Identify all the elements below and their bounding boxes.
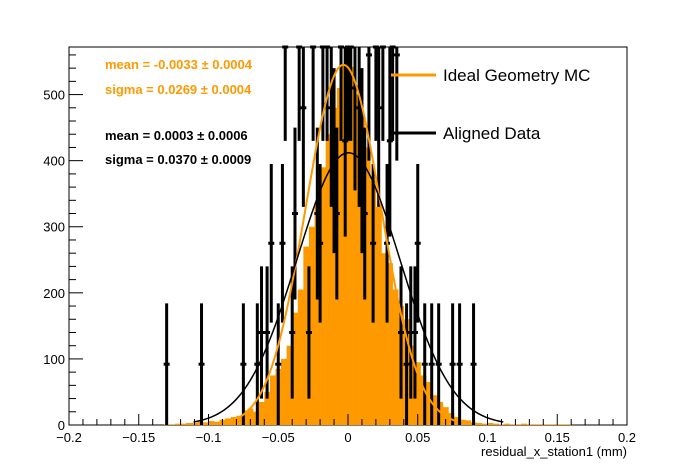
mc-bar — [314, 203, 321, 425]
mc-bar — [409, 345, 416, 425]
y-tick-label: 400 — [43, 154, 65, 169]
x-tick-label: −0.2 — [56, 430, 82, 445]
mc-bar — [186, 423, 193, 425]
mc-bar — [426, 382, 432, 425]
x-tick-label: −0.05 — [262, 430, 295, 445]
mc-bar — [214, 421, 220, 425]
x-tick-label: 0.05 — [405, 430, 430, 445]
mc-bar — [180, 423, 187, 425]
mc-bar — [364, 147, 371, 425]
mc-bar — [381, 253, 388, 425]
y-tick-label: 200 — [43, 286, 65, 301]
y-axis: 0 100 200 300 400 500 — [43, 54, 83, 433]
mc-bar — [454, 417, 460, 425]
mc-bar — [375, 206, 382, 425]
mc-bar — [169, 424, 176, 425]
mc-bar — [336, 87, 343, 425]
fit-curves — [193, 63, 504, 423]
mc-bar — [465, 420, 472, 425]
y-tick-label: 300 — [43, 220, 65, 235]
mc-bar — [247, 408, 254, 425]
mc-bar — [342, 64, 349, 426]
mc-bar — [387, 263, 393, 425]
mc-bar — [303, 246, 310, 425]
mc-bar — [437, 401, 444, 425]
mc-bar — [325, 134, 332, 425]
mc-bar — [208, 421, 215, 425]
x-tick-label: −0.1 — [196, 430, 222, 445]
y-tick-label: 100 — [43, 352, 65, 367]
legend-data-label: Aligned Data — [443, 124, 541, 143]
mc-bar — [230, 417, 237, 425]
mc-bar — [537, 424, 544, 425]
data-mean-text: mean = 0.0003 ± 0.0006 — [105, 128, 248, 143]
mc-fit-curve — [230, 63, 457, 422]
mc-bar — [225, 418, 232, 425]
mc-bar — [476, 423, 483, 425]
mc-bar — [269, 375, 276, 425]
mc-bar — [504, 423, 511, 425]
mc-bar — [515, 424, 522, 425]
mc-bar — [560, 424, 566, 425]
mc-bar — [175, 423, 181, 425]
mc-bar — [414, 362, 421, 425]
mc-bar — [481, 423, 488, 425]
legend-mc-label: Ideal Geometry MC — [443, 66, 590, 85]
mc-bar — [297, 289, 304, 425]
mc-bar — [509, 424, 516, 425]
mc-bar — [487, 423, 494, 425]
mc-bar — [286, 345, 293, 425]
x-tick-label: −0.15 — [122, 430, 155, 445]
x-axis-title: residual_x_station1 (mm) — [481, 444, 627, 459]
x-axis: −0.2 −0.15 −0.1 −0.05 0 0.05 0.1 0.15 0.2 — [56, 414, 636, 445]
x-tick-label: 0.1 — [478, 430, 496, 445]
mc-bar — [493, 423, 499, 425]
mc-bar — [548, 424, 555, 425]
mc-bar — [292, 312, 299, 425]
mc-bar — [348, 66, 354, 426]
mc-bar — [236, 415, 243, 425]
mc-bar — [241, 410, 248, 425]
mc-bar — [392, 289, 399, 425]
mc-bar — [308, 226, 315, 425]
mc-bar — [202, 422, 209, 425]
mc-bar — [359, 114, 366, 426]
mc-bar — [264, 391, 271, 425]
mc-bar — [281, 358, 287, 425]
legend: Ideal Geometry MC Aligned Data — [391, 66, 590, 143]
mc-bar — [532, 424, 539, 425]
x-tick-label: 0.15 — [545, 430, 570, 445]
mc-sigma-text: sigma = 0.0269 ± 0.0004 — [105, 82, 252, 97]
mc-bar — [520, 423, 527, 425]
mc-bar — [565, 424, 572, 425]
data-fit-curve — [193, 151, 504, 423]
mc-bar — [320, 167, 326, 426]
mc-bar — [459, 419, 466, 425]
data-points — [163, 45, 477, 425]
mc-bar — [258, 401, 265, 425]
mc-mean-text: mean = -0.0033 ± 0.0004 — [105, 57, 253, 72]
mc-bar — [353, 94, 360, 426]
mc-bar — [543, 424, 550, 425]
mc-bar — [431, 395, 438, 425]
y-tick-label: 0 — [58, 418, 65, 433]
mc-bar — [331, 107, 338, 425]
data-sigma-text: sigma = 0.0370 ± 0.0009 — [105, 152, 251, 167]
x-tick-label: 0.2 — [618, 430, 636, 445]
x-tick-label: 0 — [344, 430, 351, 445]
y-tick-label: 500 — [43, 88, 65, 103]
